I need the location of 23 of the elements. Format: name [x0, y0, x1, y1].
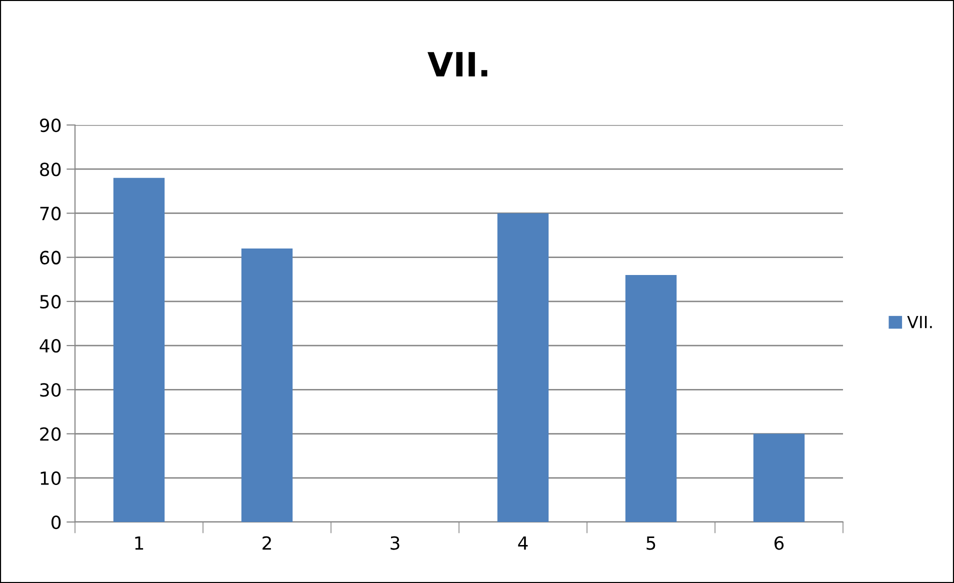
- y-tick-label: 0: [52, 515, 61, 530]
- y-tick-label: 30: [40, 383, 61, 397]
- y-tick-label: 90: [40, 118, 61, 132]
- x-tick-label: 2: [262, 536, 271, 550]
- y-tick-label: 80: [40, 162, 61, 176]
- bar: [113, 178, 165, 522]
- y-tick-label: 10: [40, 471, 61, 486]
- x-tick-label: 4: [518, 536, 528, 550]
- x-tick-label: 1: [135, 536, 144, 550]
- y-tick-label: 20: [40, 427, 61, 441]
- bar: [753, 434, 805, 522]
- y-tick-label: 50: [40, 294, 61, 309]
- bar: [625, 274, 677, 522]
- legend-label: VII.: [907, 316, 932, 328]
- bar: [497, 213, 549, 522]
- y-tick-label: 40: [40, 339, 61, 353]
- x-tick-label: 5: [646, 536, 656, 550]
- x-tick-label: 6: [774, 536, 784, 550]
- x-tick-label: 3: [390, 536, 400, 550]
- y-tick-label: 60: [40, 250, 61, 264]
- chart-title: VII.: [428, 52, 488, 76]
- y-tick-label: 70: [40, 206, 61, 220]
- bar: [241, 248, 293, 522]
